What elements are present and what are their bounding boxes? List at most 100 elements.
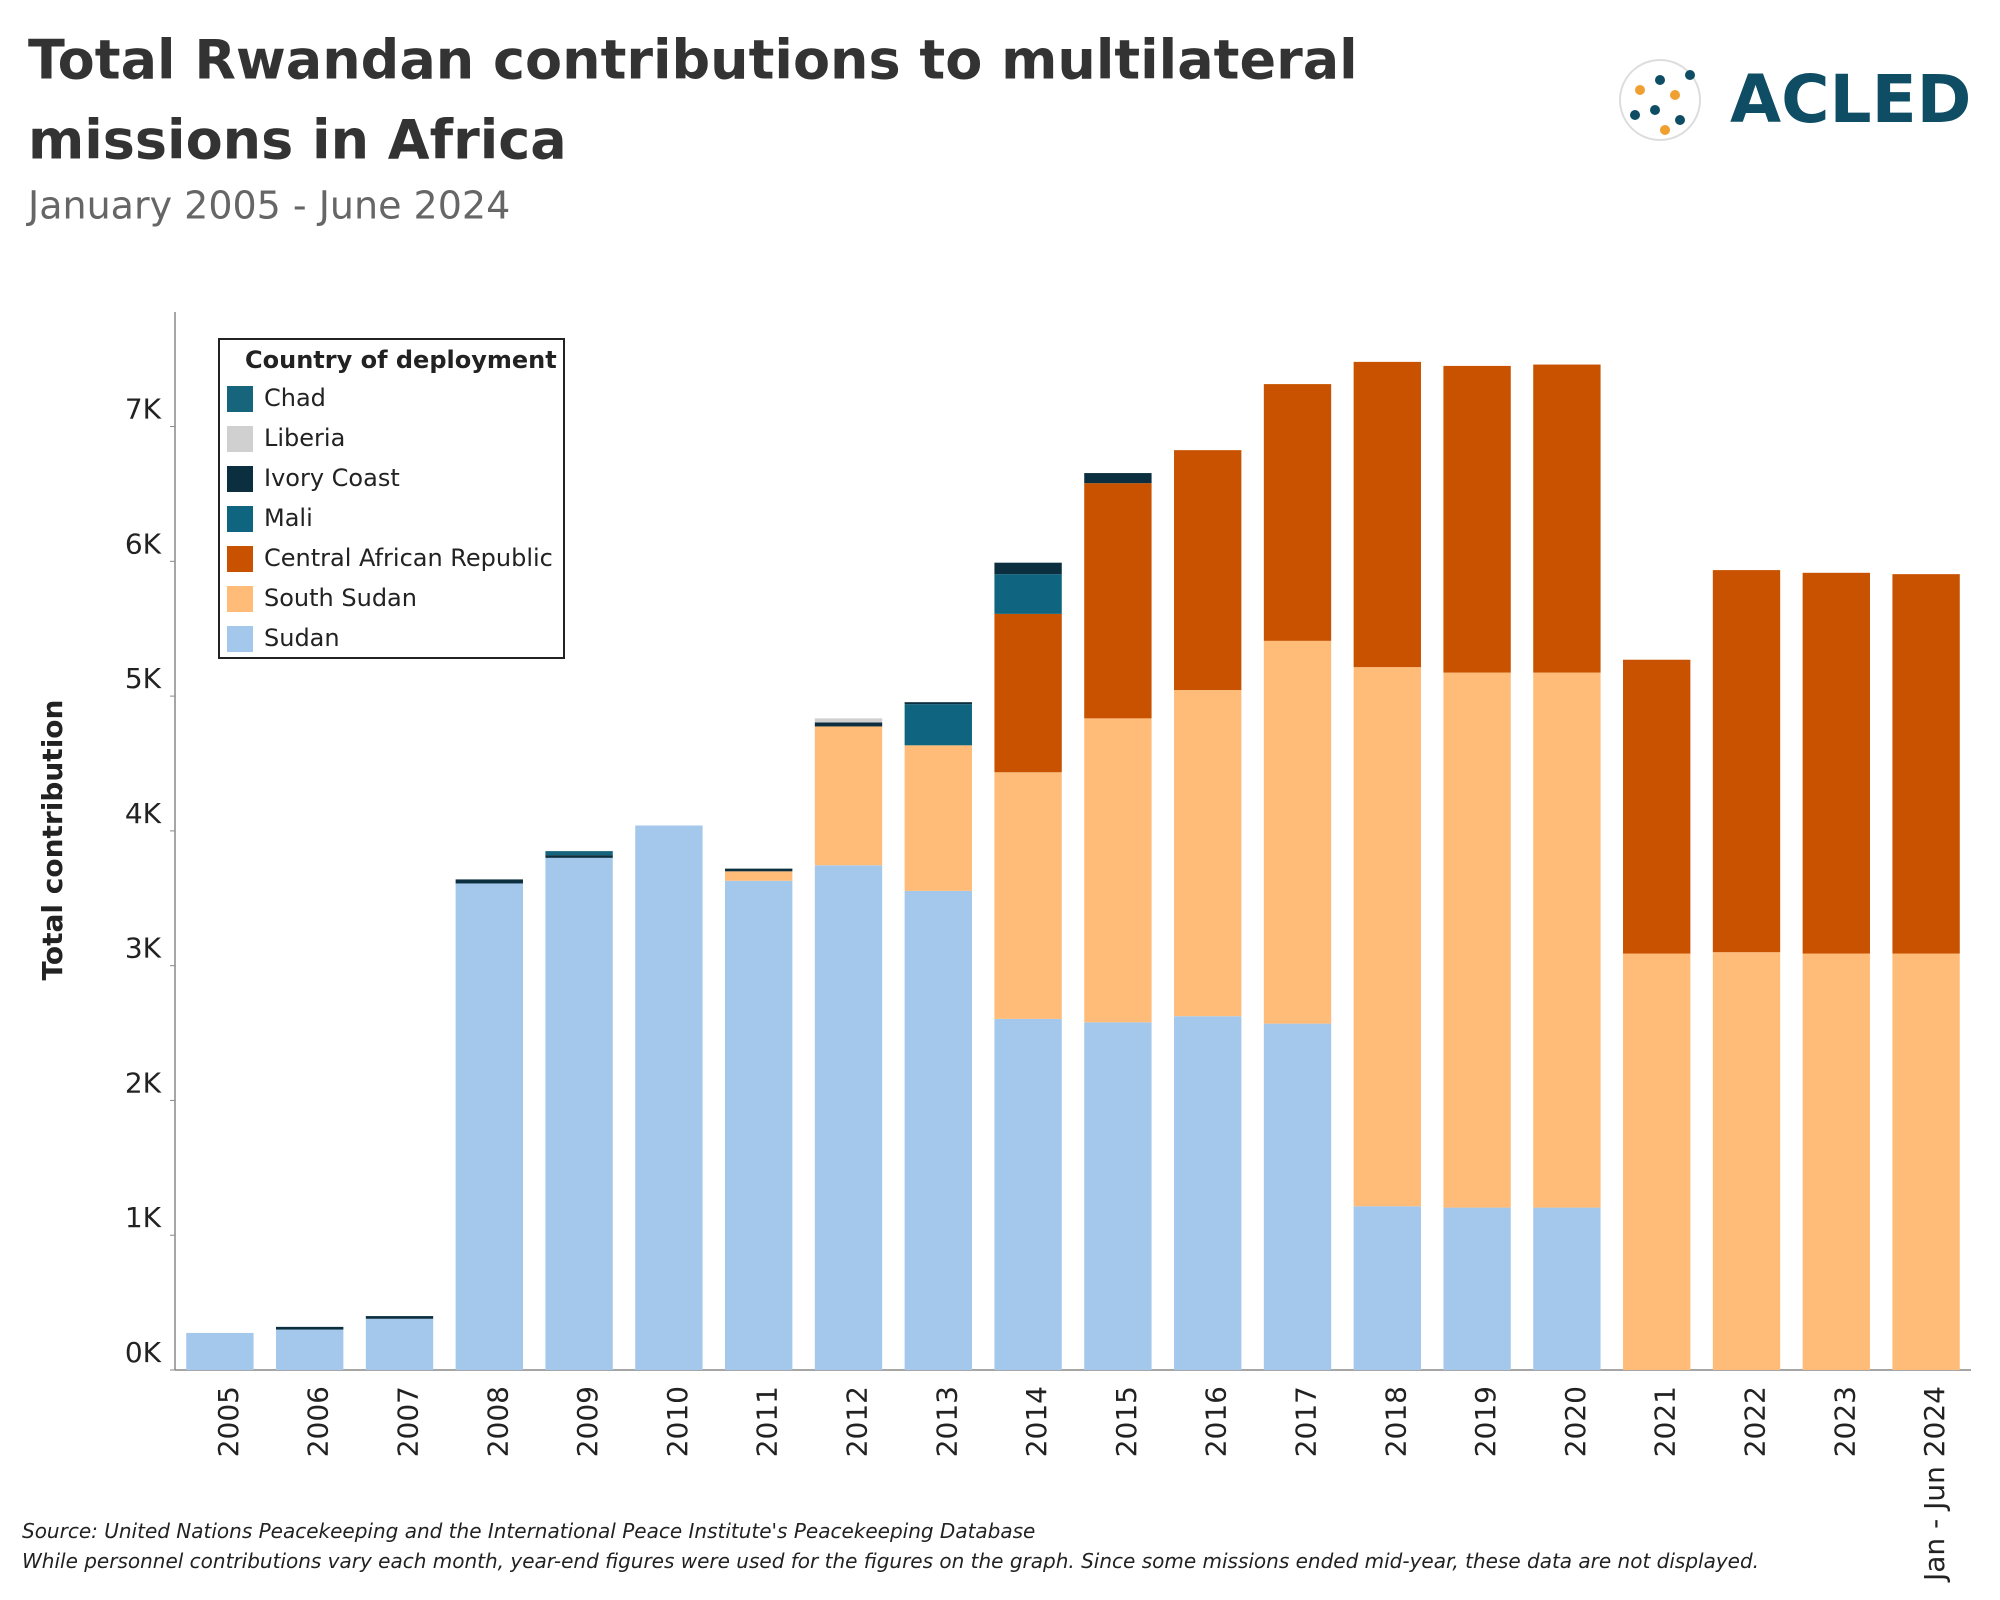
logo-text: ACLED — [1730, 61, 1971, 138]
x-tick-label: 2018 — [1379, 1386, 1412, 1457]
bar-segment — [994, 574, 1062, 614]
x-tick-label: 2014 — [1020, 1386, 1053, 1457]
x-tick-label: 2023 — [1828, 1386, 1861, 1457]
bar-segment — [276, 1329, 344, 1370]
bar-segment — [1353, 667, 1421, 1207]
bar-segment — [904, 702, 972, 705]
footnote: While personnel contributions vary each … — [22, 1549, 1759, 1573]
bar-segment — [365, 1318, 434, 1370]
bar-segment — [994, 562, 1062, 575]
chart-subtitle: January 2005 - June 2024 — [26, 184, 510, 228]
x-tick-label: 2020 — [1559, 1386, 1592, 1457]
bar-segment — [1533, 1207, 1601, 1370]
bar-segment — [1712, 952, 1781, 1370]
x-tick-label: 2013 — [930, 1386, 963, 1457]
legend-swatch — [227, 626, 253, 652]
bar-segment — [814, 865, 883, 1370]
bar-segment — [1892, 953, 1960, 1370]
bar-segment — [994, 1018, 1062, 1370]
y-axis-title: Total contribution — [36, 700, 69, 981]
bar-segment — [994, 613, 1062, 773]
x-tick-label: 2021 — [1649, 1386, 1682, 1457]
bar-segment — [994, 772, 1062, 1019]
bar-segment — [1533, 364, 1601, 673]
x-tick-label: 2022 — [1739, 1386, 1772, 1457]
bar-segment — [545, 855, 613, 858]
x-tick-label: 2005 — [212, 1386, 245, 1457]
bar-segment — [1623, 953, 1691, 1370]
legend-label: Ivory Coast — [264, 464, 400, 492]
bar-segment — [365, 1316, 434, 1319]
bar-segment — [1353, 1206, 1421, 1370]
bar-segment — [1802, 572, 1870, 954]
bar-segment — [1353, 361, 1421, 668]
y-tick-label: 3K — [125, 932, 162, 965]
source-note: Source: United Nations Peacekeeping and … — [22, 1519, 1035, 1543]
bar-segment — [1174, 450, 1242, 691]
bar-segment — [904, 890, 972, 1370]
x-tick-label: 2019 — [1469, 1386, 1502, 1457]
y-tick-label: 7K — [125, 393, 162, 426]
legend-swatch — [227, 386, 253, 412]
legend-title: Country of deployment — [245, 346, 557, 374]
bar-segment — [725, 880, 793, 1370]
legend-label: Mali — [264, 504, 313, 532]
legend-label: Central African Republic — [264, 544, 553, 572]
x-tick-label: 2010 — [661, 1386, 694, 1457]
y-tick-label: 5K — [125, 662, 162, 695]
x-tick-label: 2009 — [571, 1386, 604, 1457]
chart-title: Total Rwandan contributions to multilate… — [28, 29, 1358, 92]
x-tick-label: 2007 — [392, 1386, 425, 1457]
bar-segment — [186, 1332, 254, 1370]
bar-segment — [814, 718, 883, 723]
bar-segment — [725, 871, 793, 881]
bar-segment — [1084, 718, 1152, 1023]
y-tick-label: 4K — [125, 797, 162, 830]
bar-segment — [1263, 1023, 1332, 1370]
bar-segment — [1174, 690, 1242, 1017]
bar-segment — [1892, 574, 1960, 954]
bar-segment — [635, 825, 703, 1370]
y-tick-label: 2K — [125, 1066, 162, 1099]
legend-box — [218, 338, 565, 659]
x-tick-label: Jan - Jun 2024 — [1918, 1386, 1951, 1583]
bar-segment — [1084, 473, 1152, 484]
legend-swatch — [227, 466, 253, 492]
bar-segment — [1174, 1016, 1242, 1370]
bar-segment — [1712, 570, 1781, 953]
legend-label: Sudan — [264, 624, 340, 652]
bar-segment — [1443, 672, 1511, 1208]
bar-segment — [545, 851, 613, 856]
bar-segment — [276, 1326, 344, 1330]
x-tick-label: 2017 — [1290, 1386, 1323, 1457]
x-tick-label: 2015 — [1110, 1386, 1143, 1457]
bar-segment — [455, 883, 523, 1370]
bar-segment — [1263, 640, 1332, 1024]
bar-segment — [1263, 384, 1332, 641]
bar-segment — [1084, 1022, 1152, 1370]
bar-segment — [725, 868, 793, 872]
bar-segment — [545, 857, 613, 1370]
y-tick-label: 0K — [125, 1336, 162, 1369]
bar-segment — [814, 722, 883, 727]
bar-segment — [455, 879, 523, 884]
legend-label: Liberia — [264, 424, 345, 452]
bar-segment — [1443, 1207, 1511, 1370]
chart-title: missions in Africa — [28, 109, 567, 172]
bar-segment — [1443, 365, 1511, 673]
legend-swatch — [227, 426, 253, 452]
legend-swatch — [227, 506, 253, 532]
legend-swatch — [227, 546, 253, 572]
bar-segment — [904, 704, 972, 746]
x-tick-label: 2011 — [751, 1386, 784, 1457]
legend-swatch — [227, 586, 253, 612]
y-tick-label: 6K — [125, 527, 162, 560]
bar-segment — [814, 726, 883, 866]
bar-segment — [1084, 483, 1152, 719]
bar-segment — [1802, 953, 1870, 1370]
logo-icon — [1619, 59, 1701, 141]
legend-label: Chad — [264, 384, 326, 412]
y-tick-label: 1K — [125, 1201, 162, 1234]
x-tick-label: 2012 — [841, 1386, 874, 1457]
